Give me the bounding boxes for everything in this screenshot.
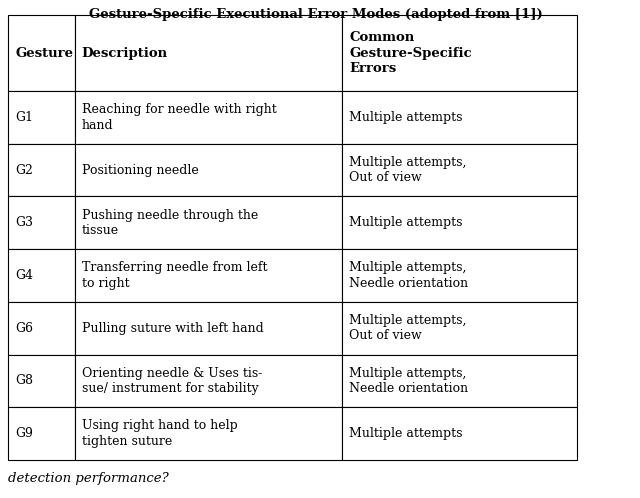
Bar <box>74 407 342 460</box>
Bar <box>74 91 342 144</box>
Text: Multiple attempts: Multiple attempts <box>349 427 463 440</box>
Text: Pushing needle through the
tissue: Pushing needle through the tissue <box>81 209 258 237</box>
Text: Multiple attempts: Multiple attempts <box>349 216 463 229</box>
Text: Orienting needle & Uses tis-
sue/ instrument for stability: Orienting needle & Uses tis- sue/ instru… <box>81 367 262 395</box>
Bar <box>8 196 74 249</box>
Text: Multiple attempts,
Needle orientation: Multiple attempts, Needle orientation <box>349 261 468 290</box>
Bar <box>8 249 74 302</box>
Bar <box>8 91 74 144</box>
Bar <box>74 196 342 249</box>
Text: G2: G2 <box>15 163 33 177</box>
Bar <box>342 249 577 302</box>
Bar <box>342 91 577 144</box>
Text: G3: G3 <box>15 216 33 229</box>
Bar <box>342 15 577 91</box>
Bar <box>342 144 577 196</box>
Bar <box>342 355 577 407</box>
Text: G6: G6 <box>15 322 33 335</box>
Bar <box>74 302 342 355</box>
Text: G8: G8 <box>15 374 33 387</box>
Text: Reaching for needle with right
hand: Reaching for needle with right hand <box>81 103 276 131</box>
Bar <box>8 302 74 355</box>
Text: Description: Description <box>81 46 168 59</box>
Bar <box>74 249 342 302</box>
Text: Gesture: Gesture <box>15 46 73 59</box>
Text: G1: G1 <box>15 111 33 124</box>
Text: Transferring needle from left
to right: Transferring needle from left to right <box>81 261 267 290</box>
Bar <box>74 355 342 407</box>
Bar <box>342 196 577 249</box>
Bar <box>74 15 342 91</box>
Bar <box>342 407 577 460</box>
Text: Using right hand to help
tighten suture: Using right hand to help tighten suture <box>81 419 237 448</box>
Bar <box>8 15 74 91</box>
Text: Multiple attempts: Multiple attempts <box>349 111 463 124</box>
Text: Multiple attempts,
Needle orientation: Multiple attempts, Needle orientation <box>349 367 468 395</box>
Text: G4: G4 <box>15 269 33 282</box>
Bar <box>74 144 342 196</box>
Text: Gesture-Specific Executional Error Modes (adopted from [1]): Gesture-Specific Executional Error Modes… <box>89 8 543 21</box>
Text: Multiple attempts,
Out of view: Multiple attempts, Out of view <box>349 314 467 343</box>
Bar <box>8 407 74 460</box>
Text: detection performance?: detection performance? <box>8 472 169 485</box>
Text: Common
Gesture-Specific
Errors: Common Gesture-Specific Errors <box>349 31 472 75</box>
Text: Pulling suture with left hand: Pulling suture with left hand <box>81 322 263 335</box>
Text: G9: G9 <box>15 427 33 440</box>
Text: Multiple attempts,
Out of view: Multiple attempts, Out of view <box>349 156 467 184</box>
Bar <box>342 302 577 355</box>
Bar <box>8 355 74 407</box>
Bar <box>8 144 74 196</box>
Text: Positioning needle: Positioning needle <box>81 163 198 177</box>
